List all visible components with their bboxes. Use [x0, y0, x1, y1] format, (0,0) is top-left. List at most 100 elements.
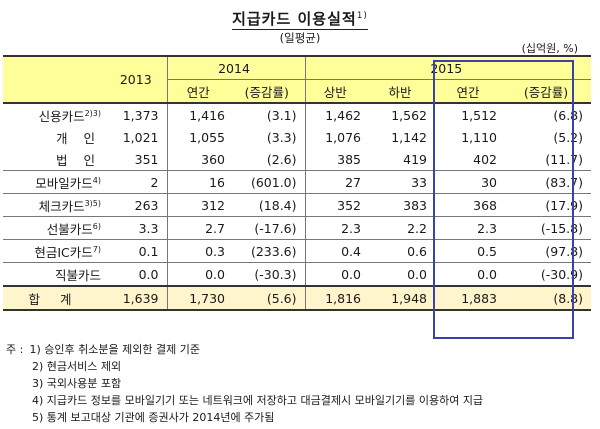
cell-2014-annual: 1,055	[166, 126, 233, 148]
cell-2013: 1,021	[122, 129, 159, 145]
row-label: 선불카드6)	[3, 216, 109, 240]
cell-2015-h2: 2.2	[369, 216, 435, 240]
cell-2014-change: (-17.6)	[233, 216, 305, 240]
title-text: 지급카드 이용실적	[232, 10, 357, 28]
cell-2013: 1,639	[109, 285, 167, 311]
subtitle: (일평균)	[279, 31, 321, 45]
header-2014-change: (증감률)	[233, 79, 305, 104]
cell-2015-change: (6.8)	[553, 107, 583, 123]
cell-2015-change: (8.8)	[505, 285, 591, 311]
table-row: 모바일카드4) 2 16 (601.0) 27 33 30 (83.7)	[3, 170, 591, 194]
footnote-1: 주 : 1) 승인후 취소분을 제외한 결제 기준	[6, 343, 200, 356]
row-label: 법 인	[56, 152, 101, 168]
cell-2015-h2: 1,562	[391, 107, 427, 123]
cell-2014-annual: 0.3	[166, 239, 233, 263]
cell-2014-annual: 1,730	[166, 285, 233, 311]
footnote-2: 2) 현금서비스 제외	[32, 360, 122, 373]
cell-2015-change: (97.8)	[505, 239, 591, 263]
header-2015-annual: 연간	[435, 79, 505, 104]
table-row: 법 인 351 360 (2.6) 385 419 402 (11.7)	[3, 148, 591, 171]
cell-2015-h2: 0.6	[369, 239, 435, 263]
page-title: 지급카드 이용실적1)	[0, 8, 600, 30]
cell-2015-annual: 368	[435, 193, 505, 217]
cell-2014-annual: 2.7	[166, 216, 233, 240]
cell-2015-change: (-30.9)	[505, 262, 591, 286]
cell-2014-change: (18.4)	[233, 193, 305, 217]
footnote-4: 4) 지급카드 정보를 모바일기기 또는 네트워크에 저장하고 대금결제시 모바…	[32, 394, 484, 407]
cell-2015-annual: 1,883	[435, 285, 505, 311]
header-row-periods: 연간 (증감률) 상반 하반 연간 (증감률)	[3, 79, 591, 104]
cell-2014-change: (3.1)	[266, 107, 297, 123]
cell-2013: 1,373	[122, 107, 159, 123]
header-2015-h1: 상반	[304, 79, 369, 104]
cell-2015-h2: 419	[403, 151, 427, 167]
cell-2015-h2: 0.0	[369, 262, 435, 286]
header-2015-h2: 하반	[369, 79, 435, 104]
cell-2014-change: (5.6)	[233, 285, 305, 311]
cell-2015-h1: 0.4	[304, 239, 369, 263]
cell-2015-h2: 1,948	[369, 285, 435, 311]
cell-2013: 0.0	[109, 262, 167, 286]
row-label: 체크카드3)5)	[3, 193, 109, 217]
cell-2015-h2: 383	[369, 193, 435, 217]
cell-2015-annual: 30	[435, 170, 505, 194]
cell-2014-change: (233.6)	[233, 239, 305, 263]
footnote-5: 5) 통계 보고대상 기관에 증권사가 2014년에 주가됨	[32, 411, 275, 424]
total-row: 합 계 1,639 1,730 (5.6) 1,816 1,948 1,883 …	[3, 285, 591, 311]
cell-2015-annual: 2.3	[435, 216, 505, 240]
cell-2015-h2: 33	[369, 170, 435, 194]
cell-2015-annual: 0.0	[435, 262, 505, 286]
card-usage-table: 2013 2014 2015 연간 (증감률) 상반 하반 연간 (증감률) 신…	[3, 55, 591, 311]
cell-2015-change: (5.2)	[553, 129, 583, 145]
header-2014-annual: 연간	[166, 79, 233, 104]
table-row: 체크카드3)5) 263 312 (18.4) 352 383 368 (17.…	[3, 193, 591, 217]
cell-2015-annual: 1,110	[461, 129, 497, 145]
cell-2015-annual: 402	[473, 151, 497, 167]
cell-2014-annual: 16	[166, 170, 233, 194]
table-row: 현금IC카드7) 0.1 0.3 (233.6) 0.4 0.6 0.5 (97…	[3, 239, 591, 263]
footnote-3: 3) 국외사용분 포함	[32, 377, 122, 390]
cell-2015-h2: 1,142	[391, 129, 427, 145]
cell-2014-change: (3.3)	[266, 129, 297, 145]
cell-2015-h1: 1,462	[304, 103, 369, 126]
cell-2015-h1: 2.3	[304, 216, 369, 240]
cell-2015-h1: 0.0	[304, 262, 369, 286]
header-blank	[3, 55, 109, 104]
row-label: 직불카드	[3, 262, 109, 286]
cell-2015-annual: 0.5	[435, 239, 505, 263]
header-row-years: 2013 2014 2015	[3, 55, 591, 104]
cell-2015-h1: 1,076	[304, 126, 369, 148]
row-label: 현금IC카드7)	[3, 239, 109, 263]
cell-2015-h1: 385	[304, 148, 369, 171]
cell-2013: 351	[134, 151, 159, 167]
unit-label: (십억원, %)	[521, 42, 578, 55]
row-label: 개 인	[56, 130, 101, 146]
cell-2014-annual: 0.0	[166, 262, 233, 286]
title-footnote-mark: 1)	[356, 11, 368, 21]
table-row: 개 인 1,021 1,055 (3.3) 1,076 1,142 1,110 …	[3, 126, 591, 148]
cell-2015-h1: 27	[304, 170, 369, 194]
cell-2015-annual: 1,512	[461, 107, 497, 123]
header-2014: 2014	[166, 55, 305, 80]
cell-2015-change: (17.9)	[505, 193, 591, 217]
cell-2014-annual: 1,416	[166, 103, 233, 126]
cell-2014-annual: 312	[166, 193, 233, 217]
cell-2015-change: (11.7)	[545, 151, 583, 167]
table-row: 직불카드 0.0 0.0 (-30.3) 0.0 0.0 0.0 (-30.9)	[3, 262, 591, 286]
cell-2015-change: (83.7)	[505, 170, 591, 194]
cell-2014-change: (2.6)	[266, 151, 297, 167]
cell-2015-h1: 1,816	[304, 285, 369, 311]
row-label: 신용카드2)3)	[38, 108, 101, 124]
cell-2013: 0.1	[109, 239, 167, 263]
header-2015-change: (증감률)	[505, 79, 591, 104]
cell-2015-change: (-15.8)	[505, 216, 591, 240]
cell-2013: 3.3	[109, 216, 167, 240]
footnotes: 주 : 1) 승인후 취소분을 제외한 결제 기준 2) 현금서비스 제외 3)…	[6, 341, 483, 426]
table-row: 신용카드2)3) 1,373 1,416 (3.1) 1,462 1,562 1…	[3, 103, 591, 126]
header-2015: 2015	[304, 55, 591, 80]
row-label-total: 합 계	[3, 285, 109, 311]
cell-2014-annual: 360	[166, 148, 233, 171]
cell-2014-change: (601.0)	[233, 170, 305, 194]
cell-2013: 263	[109, 193, 167, 217]
cell-2013: 2	[109, 170, 167, 194]
